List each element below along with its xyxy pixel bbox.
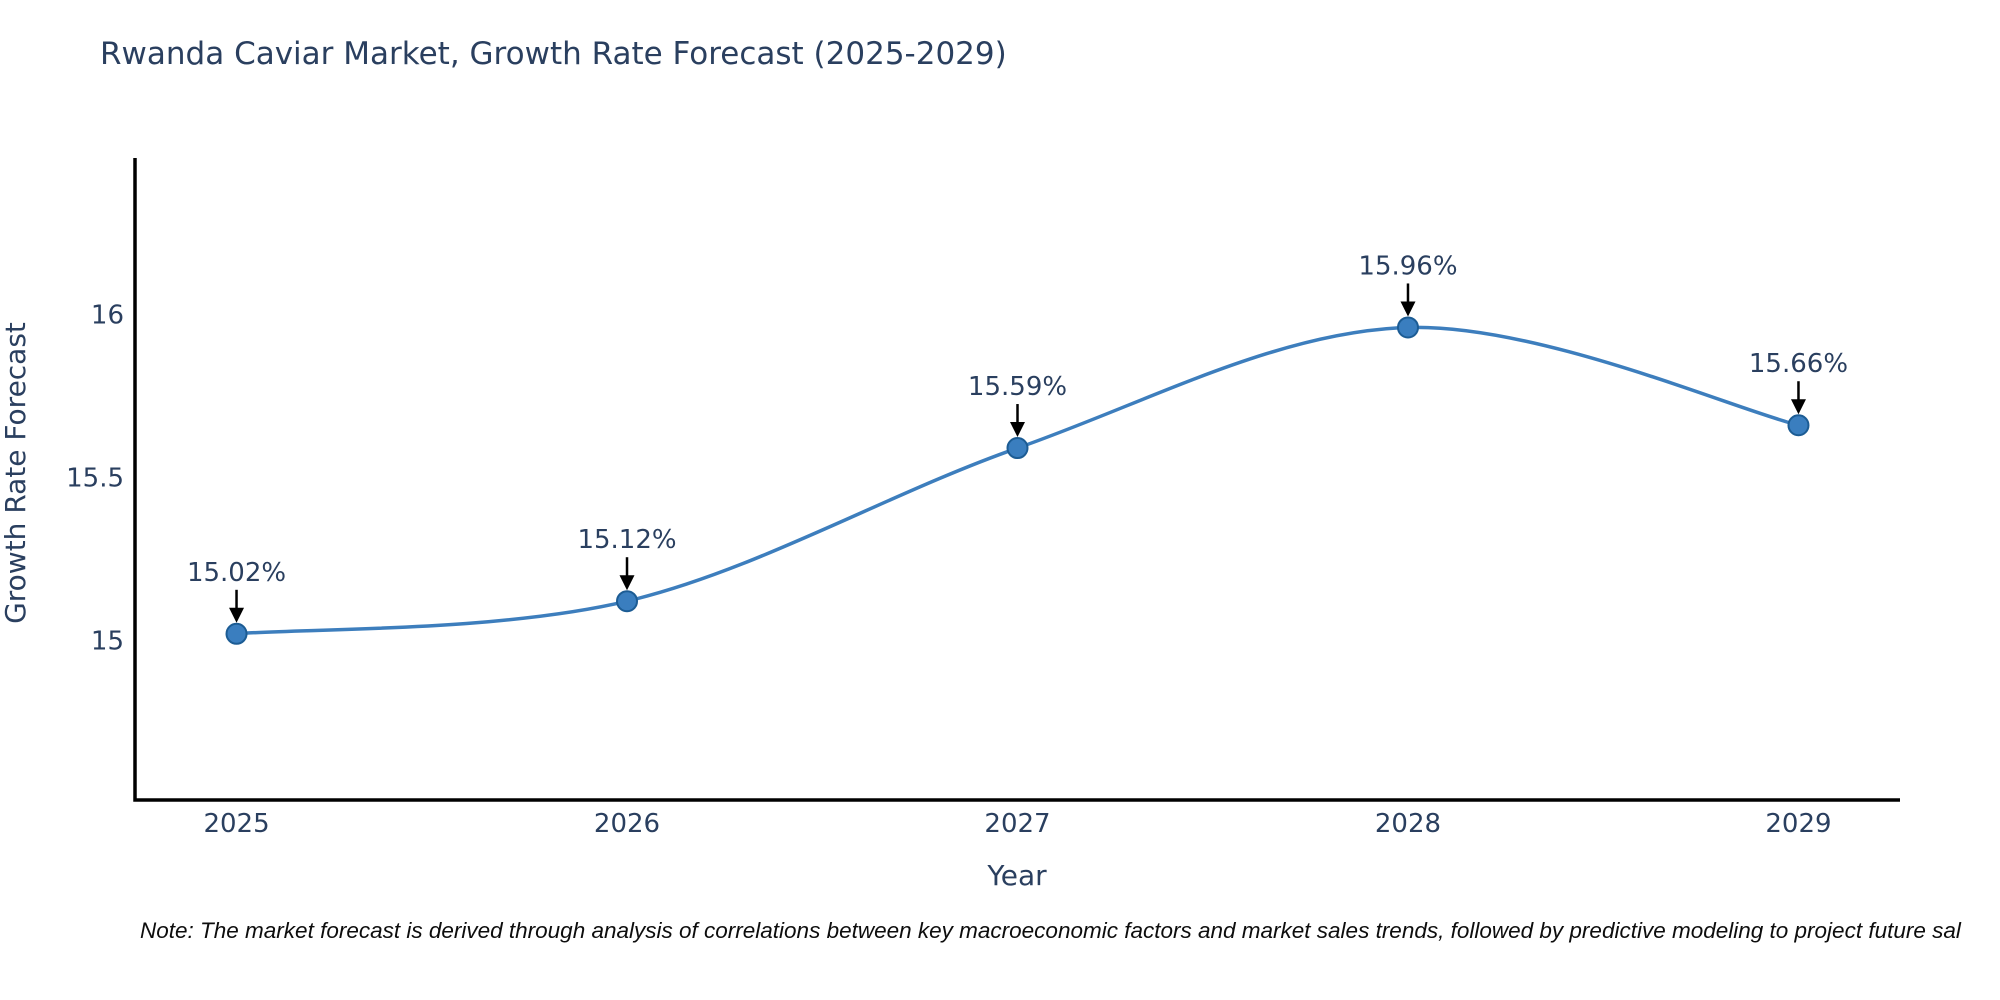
x-axis-title: Year — [986, 859, 1047, 892]
data-point-marker — [1396, 316, 1419, 339]
point-value-label: 15.59% — [968, 372, 1067, 402]
annotation-arrow-head — [1010, 422, 1025, 438]
point-value-label: 15.96% — [1358, 251, 1457, 281]
x-tick-label: 2026 — [594, 809, 660, 839]
x-tick-label: 2027 — [984, 809, 1050, 839]
y-tick-label: 15 — [91, 626, 124, 656]
data-point-marker — [1006, 437, 1029, 460]
x-tick-label: 2025 — [203, 809, 269, 839]
annotation-arrow-head — [1790, 399, 1806, 415]
y-tick-label: 15.5 — [66, 463, 124, 493]
point-value-label: 15.02% — [187, 558, 286, 588]
y-axis-title: Growth Rate Forecast — [0, 322, 32, 624]
plot-area: 15 15.5 16 2025 2026 2027 2028 2029 15.02% 15.12%… — [66, 158, 1900, 839]
data-point-marker — [616, 590, 639, 613]
y-tick-label: 16 — [91, 300, 124, 330]
annotation-arrow-head — [1400, 301, 1416, 317]
point-value-label: 15.12% — [577, 525, 676, 555]
annotation-arrow-head — [619, 575, 635, 591]
data-point-marker — [1787, 414, 1810, 437]
annotation-arrow-head — [229, 607, 245, 623]
point-value-label: 15.66% — [1749, 349, 1848, 379]
x-tick-label: 2029 — [1765, 809, 1831, 839]
footnote: Note: The market forecast is derived thr… — [140, 918, 1962, 943]
chart-title: Rwanda Caviar Market, Growth Rate Foreca… — [100, 36, 1007, 72]
data-point-marker — [225, 622, 248, 645]
axis-spines — [133, 158, 1900, 802]
x-tick-label: 2028 — [1375, 809, 1441, 839]
